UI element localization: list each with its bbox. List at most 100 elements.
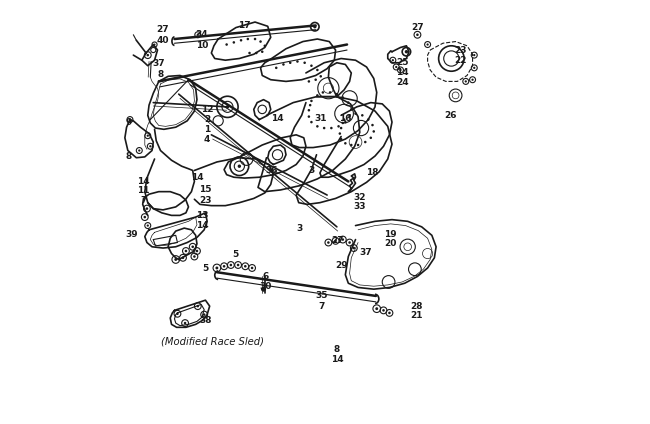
Circle shape — [261, 50, 263, 53]
Circle shape — [255, 52, 257, 54]
Circle shape — [259, 40, 262, 43]
Circle shape — [146, 54, 149, 56]
Circle shape — [316, 125, 318, 128]
Circle shape — [240, 39, 242, 42]
Text: 32: 32 — [354, 192, 366, 202]
Circle shape — [352, 247, 355, 249]
Circle shape — [405, 50, 408, 53]
Circle shape — [147, 134, 149, 137]
Circle shape — [307, 115, 310, 118]
Circle shape — [261, 287, 266, 292]
Text: 6: 6 — [263, 272, 268, 281]
Text: 29: 29 — [335, 260, 347, 270]
Text: 30: 30 — [259, 282, 272, 291]
Text: 23: 23 — [199, 195, 212, 205]
Circle shape — [337, 125, 340, 128]
Circle shape — [357, 144, 359, 146]
Circle shape — [344, 142, 346, 145]
Text: 3: 3 — [308, 166, 315, 175]
Text: 35: 35 — [315, 291, 328, 301]
Circle shape — [196, 250, 198, 252]
Text: 31: 31 — [315, 114, 327, 123]
Text: 20: 20 — [385, 239, 397, 248]
Circle shape — [315, 78, 317, 81]
Circle shape — [310, 64, 313, 67]
Circle shape — [310, 121, 313, 123]
Circle shape — [367, 118, 369, 121]
Text: 5: 5 — [232, 250, 239, 259]
Circle shape — [307, 80, 310, 83]
Circle shape — [313, 25, 317, 28]
Circle shape — [215, 267, 218, 269]
Circle shape — [327, 241, 330, 244]
Circle shape — [289, 61, 291, 64]
Circle shape — [322, 91, 324, 94]
Text: 13: 13 — [196, 211, 208, 220]
Text: 39: 39 — [125, 229, 138, 239]
Text: 4: 4 — [204, 134, 211, 144]
Circle shape — [263, 45, 266, 47]
Circle shape — [416, 33, 419, 36]
Circle shape — [348, 115, 351, 118]
Circle shape — [147, 224, 149, 227]
Circle shape — [191, 245, 194, 248]
Text: 18: 18 — [366, 168, 379, 178]
Text: 1: 1 — [204, 125, 210, 134]
Circle shape — [350, 108, 352, 111]
Circle shape — [275, 67, 278, 69]
Circle shape — [323, 127, 326, 129]
Circle shape — [473, 54, 475, 56]
Text: 7: 7 — [318, 301, 325, 311]
Circle shape — [185, 250, 187, 252]
Circle shape — [196, 305, 199, 307]
Circle shape — [304, 61, 306, 64]
Text: 40: 40 — [157, 36, 169, 45]
Text: 36: 36 — [266, 166, 278, 175]
Text: 14: 14 — [192, 173, 204, 182]
Text: 7: 7 — [140, 196, 147, 205]
Circle shape — [150, 145, 151, 148]
Circle shape — [129, 118, 131, 121]
Circle shape — [341, 238, 344, 241]
Text: 12: 12 — [201, 105, 213, 114]
Text: 11: 11 — [137, 186, 150, 195]
Circle shape — [316, 69, 318, 71]
Circle shape — [344, 121, 346, 123]
Circle shape — [335, 93, 338, 95]
Circle shape — [233, 41, 235, 44]
Circle shape — [197, 33, 199, 36]
Circle shape — [369, 137, 372, 139]
Circle shape — [471, 78, 474, 81]
Circle shape — [254, 38, 256, 40]
Text: 22: 22 — [454, 56, 467, 65]
Circle shape — [371, 124, 374, 126]
Circle shape — [316, 94, 318, 97]
Circle shape — [184, 322, 187, 324]
Circle shape — [334, 240, 337, 242]
Circle shape — [193, 255, 196, 258]
Text: 24: 24 — [396, 78, 408, 87]
Circle shape — [310, 100, 313, 102]
Text: 14: 14 — [271, 114, 284, 123]
Circle shape — [244, 265, 246, 268]
Circle shape — [339, 132, 341, 135]
Circle shape — [296, 60, 299, 63]
Text: 5: 5 — [202, 264, 209, 273]
Circle shape — [426, 43, 429, 46]
Circle shape — [350, 144, 352, 146]
Circle shape — [226, 105, 229, 109]
Text: 8: 8 — [126, 151, 132, 161]
Circle shape — [399, 69, 402, 71]
Circle shape — [388, 312, 391, 314]
Text: 25: 25 — [396, 58, 408, 67]
Circle shape — [146, 207, 148, 210]
Text: 37: 37 — [153, 59, 165, 68]
Circle shape — [465, 80, 467, 83]
Text: 19: 19 — [384, 229, 397, 239]
Text: 16: 16 — [339, 114, 352, 123]
Circle shape — [238, 165, 241, 168]
Circle shape — [340, 127, 343, 129]
Circle shape — [223, 265, 226, 268]
Text: 27: 27 — [332, 236, 344, 245]
Circle shape — [341, 96, 344, 99]
